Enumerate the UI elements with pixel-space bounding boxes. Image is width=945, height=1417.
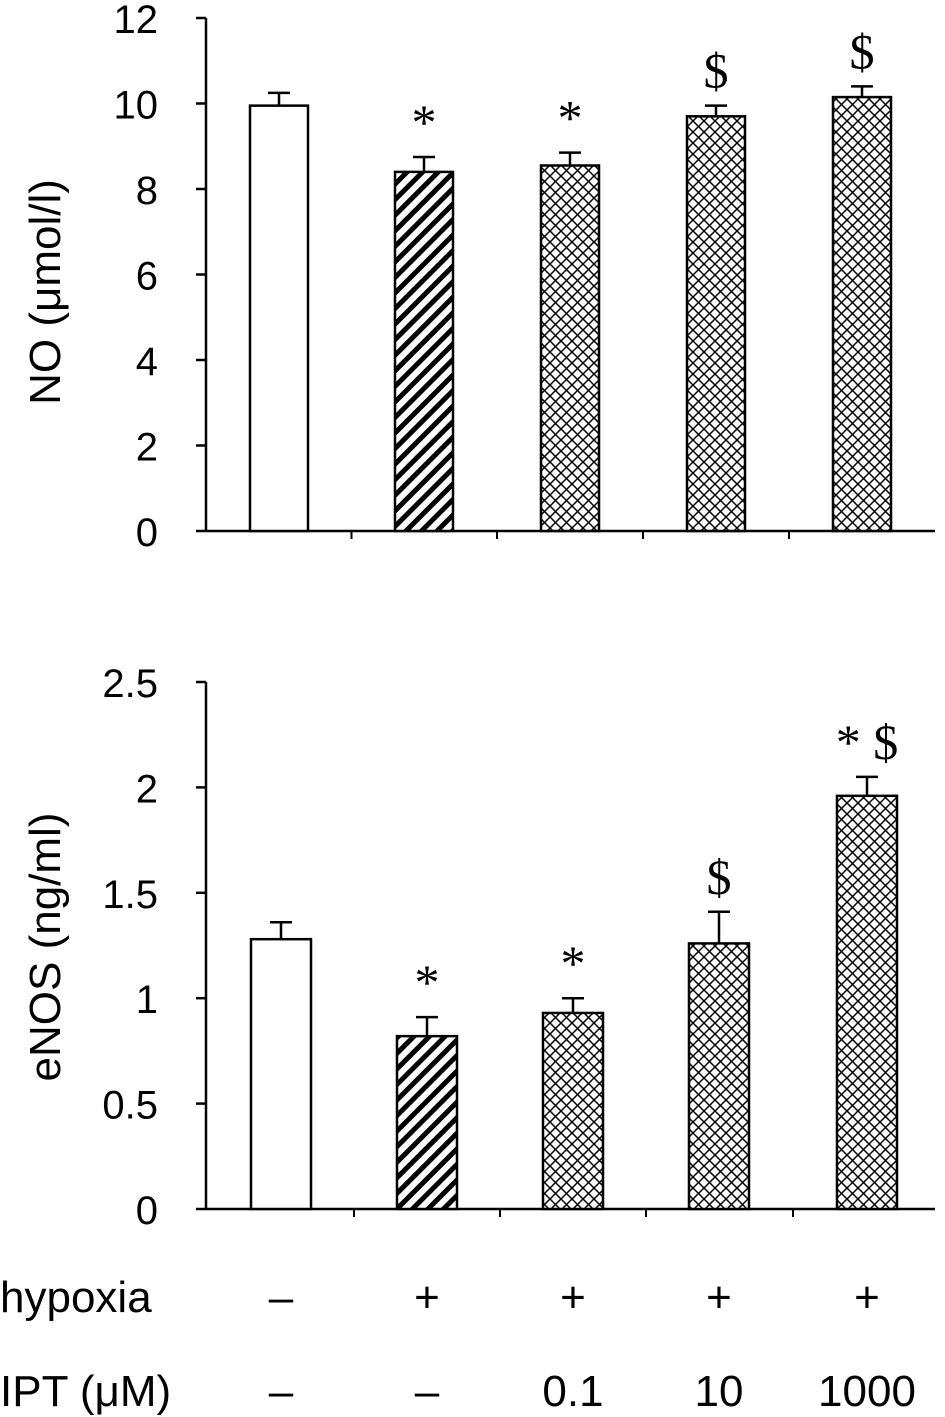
enos-y-tick-label: 2 [136, 767, 158, 811]
no-y-tick-label: 4 [136, 340, 158, 384]
no-significance-label: $ [850, 23, 875, 79]
enos-chart-ylabel: eNOS (ng/ml) [21, 813, 70, 1082]
no-y-tick-label: 10 [114, 84, 159, 128]
no-chart-ylabel: NO (μmol/l) [21, 179, 70, 405]
enos-significance-label: * [415, 954, 440, 1010]
enos-bar [249, 937, 313, 1211]
no-y-tick-label: 6 [136, 255, 158, 299]
ipt-cell: – [269, 1367, 294, 1416]
no-y-tick-label: 12 [114, 0, 159, 42]
enos-bar [835, 794, 899, 1211]
no-bar [393, 170, 455, 533]
no-bar [248, 104, 310, 533]
enos-y-tick-label: 1.5 [102, 873, 158, 917]
ipt-cell: – [415, 1367, 440, 1416]
no-chart-panel: NO (μmol/l) 0 2 4 6 8 10 12 * * $ $ [21, 0, 935, 555]
hypoxia-row-label: hypoxia [0, 1273, 152, 1322]
no-significance-label: * [412, 94, 437, 150]
no-bar [539, 164, 601, 533]
no-y-tick-label: 0 [136, 511, 158, 555]
enos-bar [395, 1034, 459, 1211]
ipt-cell: 1000 [818, 1367, 916, 1416]
hypoxia-cell: + [706, 1273, 732, 1322]
enos-significance-label: * $ [836, 714, 899, 770]
enos-y-tick-label: 0 [136, 1189, 158, 1233]
hypoxia-cell: + [560, 1273, 586, 1322]
enos-y-tick-label: 0.5 [102, 1084, 158, 1128]
no-y-tick-label: 8 [136, 169, 158, 213]
enos-y-tick-label: 1 [136, 978, 158, 1022]
enos-significance-label: $ [707, 849, 732, 905]
ipt-cell: 0.1 [542, 1367, 603, 1416]
enos-bar [687, 942, 751, 1211]
no-significance-label: * [558, 90, 583, 146]
no-bar [831, 95, 893, 533]
conditions-table: hypoxia IPT (μM) – + + + + – – 0.1 10 1000 [0, 1273, 916, 1416]
no-bar [685, 115, 747, 533]
ipt-cell: 10 [695, 1367, 744, 1416]
hypoxia-cell: + [854, 1273, 880, 1322]
enos-y-tick-label: 2.5 [102, 662, 158, 706]
hypoxia-cell: + [414, 1273, 440, 1322]
enos-chart-panel: eNOS (ng/ml) 0 0.5 1 1.5 2 2.5 * * $ * $ [21, 662, 935, 1233]
enos-bar [541, 1011, 605, 1211]
enos-significance-label: * [561, 935, 586, 991]
hypoxia-cell: – [269, 1273, 294, 1322]
ipt-row-label: IPT (μM) [0, 1367, 171, 1416]
no-significance-label: $ [704, 43, 729, 99]
no-y-tick-label: 2 [136, 426, 158, 470]
